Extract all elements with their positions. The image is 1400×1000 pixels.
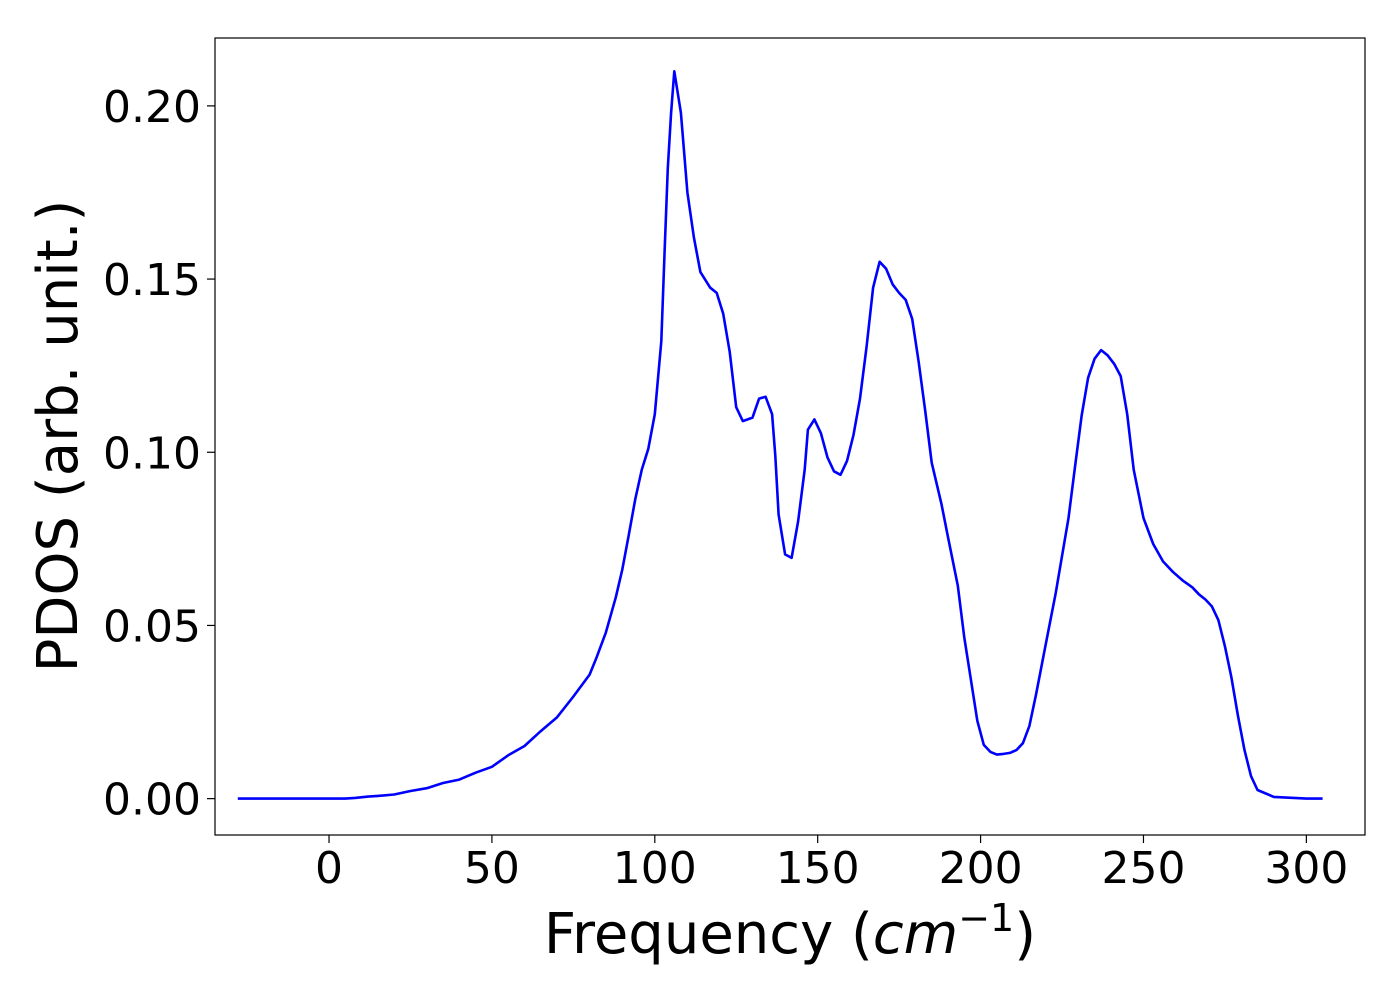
x-tick-label: 200 bbox=[939, 843, 1023, 894]
x-tick-label: 250 bbox=[1101, 843, 1185, 894]
x-tick-label: 150 bbox=[776, 843, 860, 894]
x-tick-label: 300 bbox=[1264, 843, 1348, 894]
y-tick-label: 0.15 bbox=[103, 255, 201, 306]
y-tick-label: 0.10 bbox=[103, 428, 201, 479]
y-tick-label: 0.20 bbox=[103, 82, 201, 133]
x-axis-label-suffix: ) bbox=[1014, 902, 1036, 967]
x-axis-label-unit: cm bbox=[873, 902, 958, 967]
x-axis-label-exponent: −1 bbox=[958, 896, 1014, 940]
y-axis-ticks: 0.00 0.05 0.10 0.15 0.20 bbox=[103, 82, 215, 826]
x-tick-label: 50 bbox=[464, 843, 520, 894]
plot-area-frame bbox=[214, 37, 1366, 836]
x-tick-label: 100 bbox=[613, 843, 697, 894]
y-tick-label: 0.05 bbox=[103, 601, 201, 652]
x-axis-label-prefix: Frequency ( bbox=[544, 902, 873, 967]
y-tick-label: 0.00 bbox=[103, 775, 201, 826]
x-axis-ticks: 0 50 100 150 200 250 300 bbox=[315, 835, 1348, 894]
pdos-line bbox=[237, 70, 1323, 800]
y-axis-label: PDOS (arb. unit.) bbox=[26, 200, 91, 673]
x-tick-label: 0 bbox=[315, 843, 343, 894]
x-axis-label: Frequency (cm−1) bbox=[544, 896, 1036, 967]
